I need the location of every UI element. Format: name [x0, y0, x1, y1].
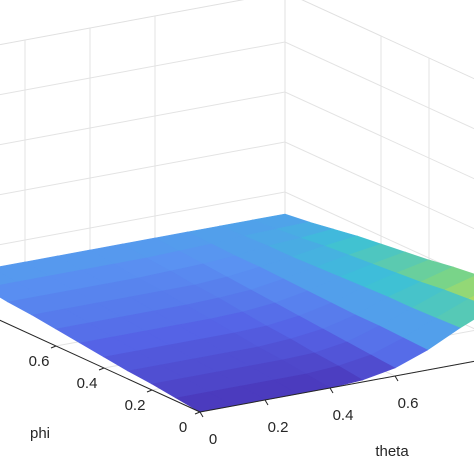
y-tick: [194, 411, 201, 415]
x-tick-label: 0: [209, 431, 217, 448]
surface-cell: [467, 295, 474, 302]
y-axis-line: [0, 319, 201, 413]
grid-line: [0, 41, 474, 130]
x-tick: [394, 375, 399, 382]
y-tick: [98, 367, 105, 371]
grid-line: [0, 91, 474, 180]
x-tick: [329, 387, 334, 394]
y-tick-label: 0.4: [77, 375, 98, 392]
x-axis-line: [199, 360, 474, 413]
grid-line: [0, 141, 474, 230]
y-tick-label: 0.2: [125, 397, 146, 414]
y-tick-label: 0.6: [29, 353, 50, 370]
x-tick-label: 0.4: [333, 407, 354, 424]
x-axis-label: theta: [375, 443, 409, 460]
x-tick-label: 0.2: [268, 419, 289, 436]
x-tick: [199, 411, 204, 418]
y-tick-label: 0: [179, 419, 187, 436]
x-tick-label: 0.6: [398, 395, 419, 412]
x-tick: [264, 399, 269, 406]
y-tick: [146, 389, 153, 393]
y-axis-label: phi: [30, 425, 50, 442]
y-tick: [50, 345, 57, 349]
